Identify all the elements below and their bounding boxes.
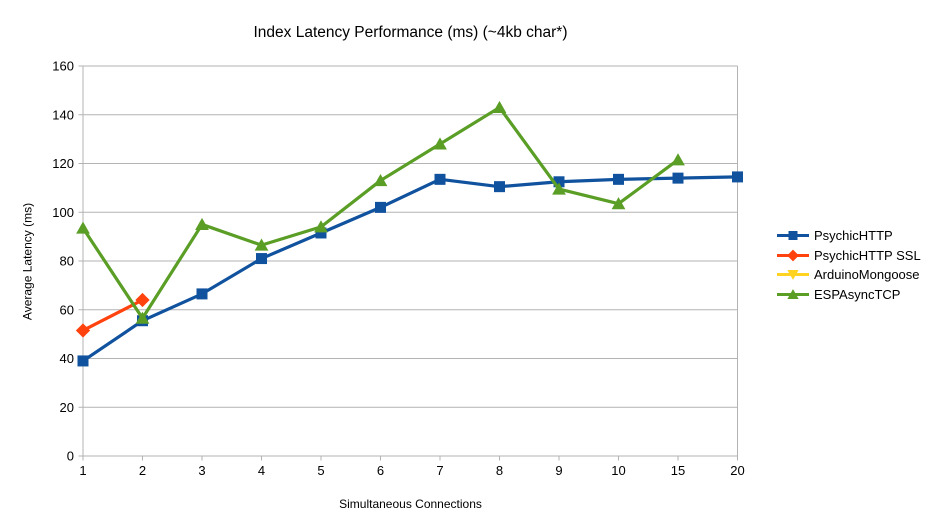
y-tick-label: 140 <box>52 107 74 122</box>
series-marker-triangle-up-icon <box>611 197 626 210</box>
series-marker-triangle-up-icon <box>195 217 209 230</box>
series-marker-triangle-up-icon <box>76 221 90 234</box>
legend-label: ArduinoMongoose <box>814 267 920 283</box>
legend-label: PsychicHTTP <box>814 228 893 244</box>
y-tick-label: 20 <box>60 400 74 415</box>
series-marker-triangle-up-icon <box>314 220 328 233</box>
legend-key-square-icon <box>777 231 809 241</box>
series-marker-square-icon <box>672 172 684 184</box>
series-marker-square-icon <box>196 288 208 300</box>
y-tick-label: 0 <box>67 449 74 464</box>
series-marker-square-icon <box>613 173 624 185</box>
x-axis-title: Simultaneous Connections <box>339 497 482 511</box>
chart-legend: PsychicHTTP PsychicHTTP SSL ArduinoMongoos… <box>777 226 921 304</box>
x-tick-label: 9 <box>555 463 562 478</box>
y-tick-label: 60 <box>60 302 74 317</box>
series-marker-square-icon <box>315 227 327 239</box>
series-line-psychichttp <box>82 175 738 363</box>
y-tick-label: 100 <box>52 205 74 220</box>
series-marker-triangle-up-icon <box>254 238 269 251</box>
series-marker-diamond-icon <box>75 323 91 338</box>
legend-key-triangle-down-icon <box>777 270 809 281</box>
x-tick-label: 15 <box>671 463 685 478</box>
series-marker-triangle-up-icon <box>552 182 566 195</box>
legend-key-triangle-up-icon <box>777 288 809 299</box>
series-marker-square-icon <box>553 176 565 188</box>
y-tick-label: 120 <box>52 156 74 171</box>
series-marker-square-icon <box>375 201 386 213</box>
legend-item-arduinomongoose: ArduinoMongoose <box>777 265 921 285</box>
series-marker-square-icon <box>77 355 89 367</box>
legend-label: PsychicHTTP SSL <box>814 247 921 263</box>
x-tick-label: 6 <box>377 463 384 478</box>
legend-item-espasynctcp: ESPAsyncTCP <box>777 285 921 305</box>
series-marker-square-icon <box>494 181 505 193</box>
y-tick-label: 80 <box>60 254 74 269</box>
x-tick-label: 1 <box>79 463 86 478</box>
x-tick-label: 8 <box>496 463 503 478</box>
series-marker-triangle-up-icon <box>671 153 685 166</box>
legend-item-psychichttp: PsychicHTTP <box>777 226 921 246</box>
series-marker-square-icon <box>732 171 743 183</box>
series-marker-triangle-up-icon <box>373 173 388 187</box>
series-marker-square-icon <box>256 253 267 265</box>
legend-label: ESPAsyncTCP <box>814 286 901 302</box>
x-tick-label: 2 <box>139 463 146 478</box>
series-marker-triangle-up-icon <box>135 311 150 324</box>
series-marker-diamond-icon <box>135 292 150 308</box>
y-tick-label: 40 <box>60 351 74 366</box>
x-tick-label: 10 <box>611 463 625 478</box>
x-tick-label: 7 <box>436 463 443 478</box>
x-tick-label: 20 <box>730 463 744 478</box>
x-tick-label: 4 <box>258 463 265 478</box>
x-tick-label: 3 <box>198 463 205 478</box>
chart-title: Index Latency Performance (ms) (~4kb cha… <box>253 24 568 41</box>
series-marker-square-icon <box>434 173 446 185</box>
y-tick-label: 160 <box>52 59 74 74</box>
series-marker-triangle-up-icon <box>433 137 447 150</box>
series-marker-triangle-up-icon <box>492 100 507 113</box>
legend-key-diamond-icon <box>777 249 809 262</box>
legend-item-psychichttp-ssl: PsychicHTTP SSL <box>777 246 921 266</box>
x-tick-label: 5 <box>317 463 324 478</box>
